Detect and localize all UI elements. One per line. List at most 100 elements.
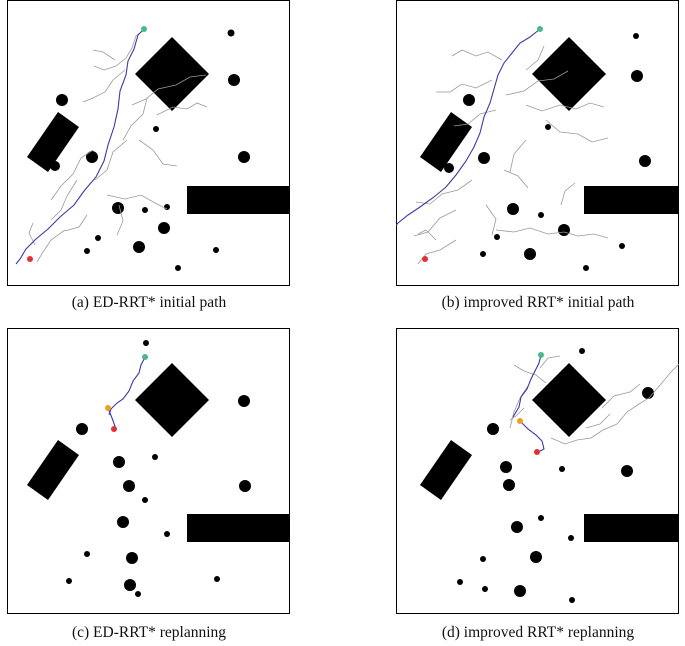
obstacle-circle bbox=[117, 516, 129, 528]
obstacle-circle bbox=[559, 466, 565, 472]
planned-path bbox=[15, 28, 145, 265]
obstacle-circle bbox=[126, 552, 138, 564]
diamond-obstacle bbox=[532, 37, 606, 111]
obstacle-circle bbox=[228, 74, 240, 86]
exploration-tree bbox=[413, 45, 609, 265]
obstacle-circle bbox=[238, 395, 250, 407]
panel-c: (c) ED-RRT* replanning bbox=[7, 328, 290, 641]
goal-marker bbox=[538, 352, 544, 358]
caption-b: (b) improved RRT* initial path bbox=[441, 294, 635, 311]
caption-a: (a) ED-RRT* initial path bbox=[71, 294, 227, 311]
obstacle-circle bbox=[568, 535, 574, 541]
obstacle-circle bbox=[175, 265, 181, 271]
obstacle-circle bbox=[558, 224, 570, 236]
obstacle-circle bbox=[478, 152, 490, 164]
obstacle-circle bbox=[66, 578, 72, 584]
obstacle-circle bbox=[143, 340, 149, 346]
obstacle-circle bbox=[482, 586, 488, 592]
obstacle-circle bbox=[494, 234, 500, 240]
goal-marker bbox=[142, 354, 148, 360]
obstacle-circle bbox=[642, 387, 654, 399]
obstacle-circle bbox=[619, 243, 625, 249]
obstacle-circle bbox=[50, 161, 60, 171]
exploration-tree bbox=[509, 355, 679, 445]
obstacle-circle bbox=[214, 576, 220, 582]
obstacle-circle bbox=[76, 423, 88, 435]
obstacle-circle bbox=[503, 479, 515, 491]
obstacle-circle bbox=[112, 202, 124, 214]
replanned-path bbox=[107, 407, 117, 430]
start-marker bbox=[27, 256, 33, 262]
obstacle-circle bbox=[124, 579, 136, 591]
diamond-obstacle bbox=[532, 363, 606, 437]
obstacle-circle bbox=[633, 33, 639, 39]
obstacle-circle bbox=[545, 124, 551, 130]
obstacle-circle bbox=[95, 235, 101, 241]
obstacle-circle bbox=[133, 241, 145, 253]
diamond-obstacle bbox=[135, 37, 209, 111]
obstacle-circle bbox=[164, 204, 170, 210]
panel-b-map bbox=[396, 26, 679, 271]
obstacle-circle bbox=[487, 423, 499, 435]
obstacle-circle bbox=[583, 265, 589, 271]
obstacle-circle bbox=[444, 163, 454, 173]
obstacle-circle bbox=[500, 461, 512, 473]
obstacle-circle bbox=[514, 585, 526, 597]
replan-point-marker bbox=[517, 418, 523, 424]
obstacle-circle bbox=[113, 456, 125, 468]
obstacle-circle bbox=[123, 480, 135, 492]
start-marker bbox=[422, 256, 428, 262]
obstacle-circle bbox=[84, 551, 90, 557]
goal-marker bbox=[141, 26, 147, 32]
replanned-path bbox=[519, 420, 545, 453]
obstacle-circle bbox=[84, 248, 90, 254]
start-marker bbox=[111, 426, 117, 432]
obstacle-circle bbox=[530, 551, 542, 563]
obstacle-circle bbox=[538, 515, 544, 521]
obstacle-circle bbox=[538, 212, 544, 218]
rect-obstacle bbox=[584, 186, 679, 214]
start-marker bbox=[534, 449, 540, 455]
obstacle-circle bbox=[213, 247, 219, 253]
rect-obstacle-tilted bbox=[27, 112, 79, 172]
panel-a-map bbox=[15, 26, 290, 271]
rect-obstacle bbox=[584, 514, 679, 542]
caption-c: (c) ED-RRT* replanning bbox=[71, 624, 227, 641]
obstacle-circle bbox=[238, 151, 250, 163]
obstacle-circle bbox=[86, 151, 98, 163]
obstacle-circle bbox=[56, 94, 68, 106]
obstacle-circle bbox=[621, 465, 633, 477]
obstacle-circle bbox=[142, 497, 148, 503]
obstacle-circle bbox=[480, 251, 486, 257]
caption-d: (d) improved RRT* replanning bbox=[441, 624, 635, 641]
obstacle-circle bbox=[579, 348, 585, 354]
obstacle-circle bbox=[511, 521, 523, 533]
obstacle-circle bbox=[227, 29, 235, 37]
obstacle-circle bbox=[158, 222, 170, 234]
diamond-obstacle bbox=[135, 363, 209, 437]
rect-obstacle-tilted bbox=[27, 440, 79, 500]
obstacle-circle bbox=[457, 579, 463, 585]
obstacle-circle bbox=[524, 248, 536, 260]
panel-d-map bbox=[420, 348, 679, 603]
rect-obstacle-tilted bbox=[420, 112, 472, 172]
exploration-tree bbox=[28, 29, 208, 263]
obstacle-circle bbox=[507, 203, 519, 215]
replan-point-marker bbox=[105, 405, 111, 411]
rect-obstacle-tilted bbox=[420, 440, 472, 500]
panel-c-map bbox=[27, 340, 290, 597]
obstacle-circle bbox=[639, 155, 651, 167]
obstacle-circle bbox=[480, 556, 486, 562]
obstacle-circle bbox=[631, 70, 643, 82]
obstacle-circle bbox=[164, 531, 170, 537]
panel-d: (d) improved RRT* replanning bbox=[396, 328, 679, 641]
obstacle-circle bbox=[239, 480, 251, 492]
obstacle-circle bbox=[463, 94, 475, 106]
rect-obstacle bbox=[187, 514, 290, 542]
panel-a: (a) ED-RRT* initial path bbox=[7, 0, 290, 311]
obstacle-circle bbox=[569, 597, 575, 603]
obstacle-circle bbox=[152, 454, 158, 460]
panel-b: (b) improved RRT* initial path bbox=[396, 0, 679, 311]
obstacle-circle bbox=[142, 207, 148, 213]
rect-obstacle bbox=[187, 186, 290, 214]
